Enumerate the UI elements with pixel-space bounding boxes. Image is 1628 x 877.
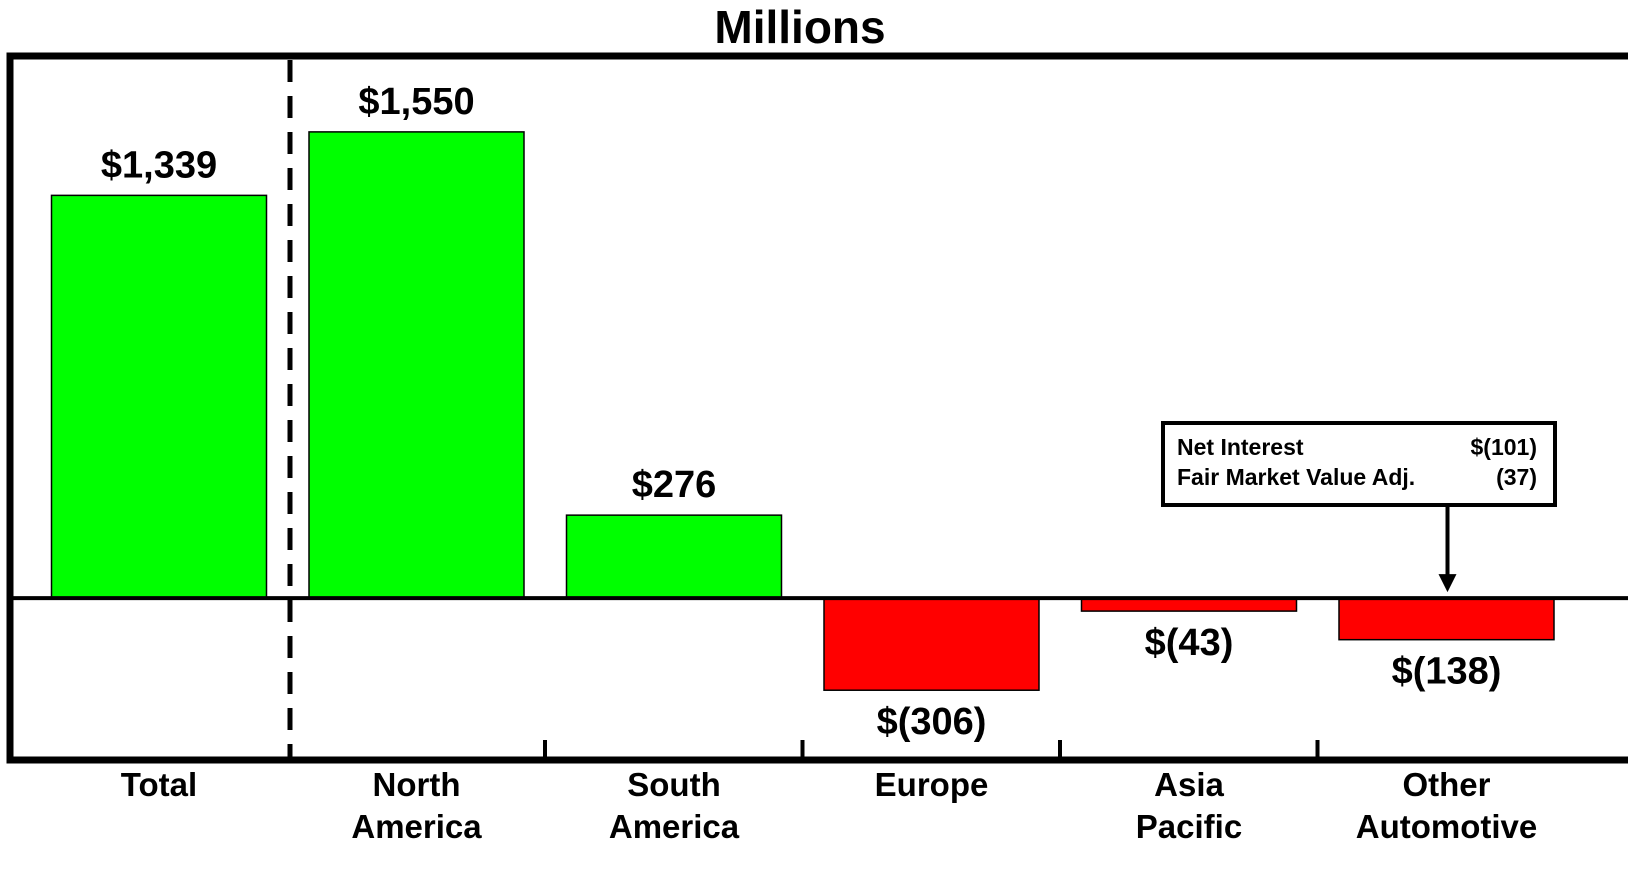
value-label-5: $(138) bbox=[1392, 651, 1502, 693]
bar-1 bbox=[308, 131, 525, 599]
category-label-3: Europe bbox=[875, 766, 989, 803]
bars-group bbox=[50, 131, 1555, 691]
value-labels: $1,339 $1,550 $276 $(306) $(43) $(138) bbox=[101, 81, 1502, 743]
value-label-0: $1,339 bbox=[101, 144, 217, 186]
category-label-0: Total bbox=[121, 766, 197, 803]
chart-title: Millions bbox=[714, 1, 885, 53]
category-label-1: North America bbox=[351, 766, 482, 845]
category-label-4: Asia Pacific bbox=[1136, 766, 1242, 845]
category-label-5: Other Automotive bbox=[1356, 766, 1538, 845]
value-label-2: $276 bbox=[632, 464, 717, 506]
category-labels: Total North America South America Europe Asia P… bbox=[121, 766, 1537, 845]
plot-frame bbox=[6, 52, 1628, 764]
annotation-callout: Net Interest $(101) Fair Market Value Adj.… bbox=[1161, 421, 1557, 593]
bar-3 bbox=[823, 597, 1040, 691]
bar-0 bbox=[50, 194, 268, 599]
category-label-2: South America bbox=[609, 766, 740, 845]
category-ticks bbox=[543, 740, 1320, 757]
annotation-box bbox=[1161, 421, 1557, 507]
annotation-value-1: (37) bbox=[1496, 464, 1537, 490]
bar-5 bbox=[1338, 597, 1555, 641]
annotation-label-1: Fair Market Value Adj. bbox=[1177, 464, 1415, 490]
annotation-arrow-head bbox=[1438, 574, 1457, 593]
bar-2 bbox=[565, 514, 783, 599]
annotation-value-0: $(101) bbox=[1471, 434, 1537, 460]
value-label-3: $(306) bbox=[877, 701, 987, 743]
annotation-label-0: Net Interest bbox=[1177, 434, 1304, 460]
value-label-1: $1,550 bbox=[358, 81, 474, 123]
value-label-4: $(43) bbox=[1145, 622, 1234, 664]
